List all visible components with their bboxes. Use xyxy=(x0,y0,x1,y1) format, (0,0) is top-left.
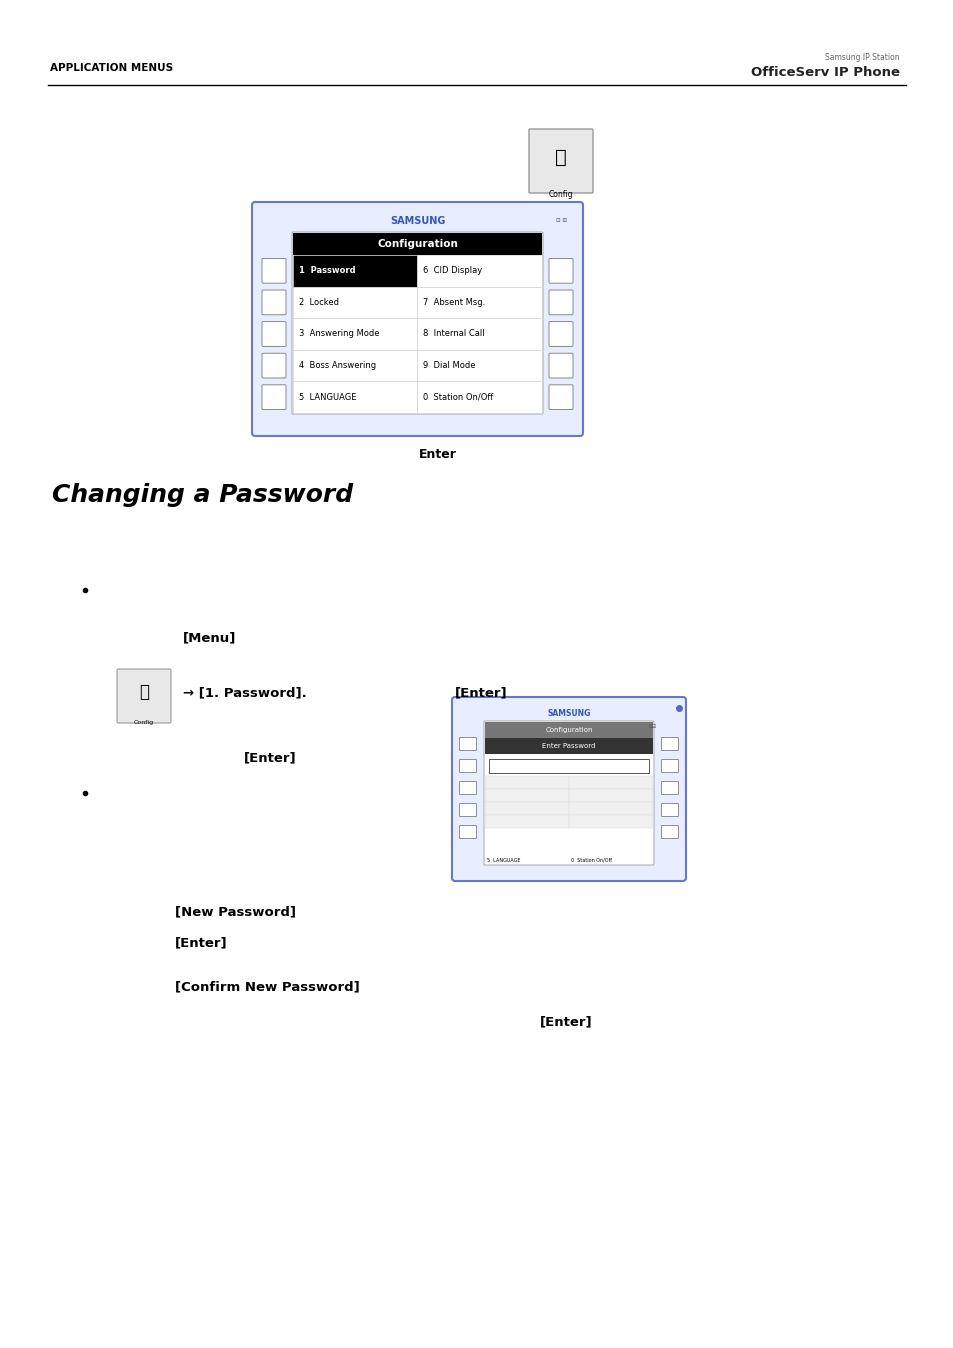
Bar xyxy=(293,381,417,412)
Text: [Menu]: [Menu] xyxy=(183,631,236,644)
Text: OfficeServ IP Phone: OfficeServ IP Phone xyxy=(750,66,899,78)
Text: ⊡⊟: ⊡⊟ xyxy=(648,724,657,728)
Text: 0  Station On/Off: 0 Station On/Off xyxy=(571,857,612,863)
Bar xyxy=(293,287,417,318)
Text: [New Password]: [New Password] xyxy=(174,906,295,918)
FancyBboxPatch shape xyxy=(262,259,286,283)
Text: 3  Answering Mode: 3 Answering Mode xyxy=(298,329,379,338)
FancyBboxPatch shape xyxy=(548,322,573,346)
Text: 0  Station On/Off: 0 Station On/Off xyxy=(423,392,494,402)
FancyBboxPatch shape xyxy=(459,759,476,772)
Bar xyxy=(484,789,568,802)
Text: Configuration: Configuration xyxy=(545,727,592,733)
Bar xyxy=(293,233,541,255)
Text: 1  Password: 1 Password xyxy=(298,267,355,275)
Bar xyxy=(417,287,541,318)
Bar xyxy=(568,776,652,789)
Bar xyxy=(293,349,417,381)
Text: [Enter]: [Enter] xyxy=(539,1015,592,1029)
Bar xyxy=(417,255,541,287)
Text: 8  Internal Call: 8 Internal Call xyxy=(423,329,485,338)
FancyBboxPatch shape xyxy=(660,759,678,772)
Text: 6  CID Display: 6 CID Display xyxy=(423,267,482,275)
Bar xyxy=(293,255,417,287)
Text: Configuration: Configuration xyxy=(376,239,457,249)
Text: SAMSUNG: SAMSUNG xyxy=(390,216,445,226)
Text: Samsung IP Station: Samsung IP Station xyxy=(824,54,899,62)
FancyBboxPatch shape xyxy=(292,232,542,414)
Text: 9  Dial Mode: 9 Dial Mode xyxy=(423,361,476,371)
FancyBboxPatch shape xyxy=(548,259,573,283)
Text: → [1. Password].: → [1. Password]. xyxy=(183,686,307,700)
FancyBboxPatch shape xyxy=(452,697,685,882)
Bar xyxy=(484,816,568,828)
Text: [Enter]: [Enter] xyxy=(174,937,228,949)
Text: Enter: Enter xyxy=(418,449,456,461)
Bar xyxy=(489,759,648,772)
Text: Config: Config xyxy=(548,190,573,200)
FancyBboxPatch shape xyxy=(262,384,286,410)
FancyBboxPatch shape xyxy=(548,353,573,377)
Bar xyxy=(484,776,568,789)
Text: 5  LANGUAGE: 5 LANGUAGE xyxy=(486,857,520,863)
Text: 4  Boss Answering: 4 Boss Answering xyxy=(298,361,375,371)
Bar xyxy=(417,318,541,349)
FancyBboxPatch shape xyxy=(660,825,678,838)
Text: Enter Password: Enter Password xyxy=(541,743,595,749)
Bar xyxy=(568,802,652,816)
Text: 5  LANGUAGE: 5 LANGUAGE xyxy=(298,392,356,402)
Bar xyxy=(568,789,652,802)
Bar xyxy=(568,816,652,828)
FancyBboxPatch shape xyxy=(252,202,582,435)
Text: [Enter]: [Enter] xyxy=(243,751,296,764)
FancyBboxPatch shape xyxy=(262,353,286,377)
Text: APPLICATION MENUS: APPLICATION MENUS xyxy=(50,63,172,73)
FancyBboxPatch shape xyxy=(660,782,678,794)
Bar xyxy=(484,802,568,816)
FancyBboxPatch shape xyxy=(459,782,476,794)
Text: Changing a Password: Changing a Password xyxy=(52,483,353,507)
FancyBboxPatch shape xyxy=(483,721,654,865)
Text: 🔑: 🔑 xyxy=(555,147,566,167)
FancyBboxPatch shape xyxy=(548,384,573,410)
Text: Config: Config xyxy=(133,720,153,725)
FancyBboxPatch shape xyxy=(660,737,678,751)
Text: [Enter]: [Enter] xyxy=(455,686,507,700)
FancyBboxPatch shape xyxy=(548,290,573,315)
Text: 🔑: 🔑 xyxy=(139,683,149,701)
Text: [Confirm New Password]: [Confirm New Password] xyxy=(174,980,359,993)
FancyBboxPatch shape xyxy=(459,803,476,817)
Text: 7  Absent Msg.: 7 Absent Msg. xyxy=(423,298,485,307)
Bar xyxy=(293,318,417,349)
FancyBboxPatch shape xyxy=(529,129,593,193)
FancyBboxPatch shape xyxy=(459,825,476,838)
Bar xyxy=(417,381,541,412)
FancyBboxPatch shape xyxy=(262,322,286,346)
Bar xyxy=(417,349,541,381)
FancyBboxPatch shape xyxy=(660,803,678,817)
Text: SAMSUNG: SAMSUNG xyxy=(547,709,590,718)
Text: 2  Locked: 2 Locked xyxy=(298,298,338,307)
Bar xyxy=(484,737,652,754)
FancyBboxPatch shape xyxy=(117,669,171,723)
Bar xyxy=(484,723,652,737)
FancyBboxPatch shape xyxy=(459,737,476,751)
Text: ⊡ ⊟: ⊡ ⊟ xyxy=(556,218,567,224)
FancyBboxPatch shape xyxy=(262,290,286,315)
